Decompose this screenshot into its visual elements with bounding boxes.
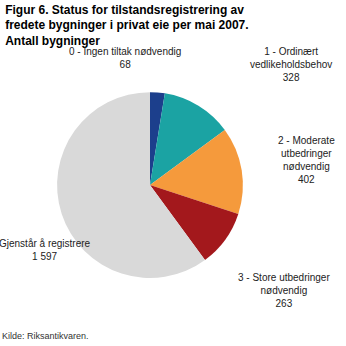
svg-text:Figur 6. Status for tilstandsr: Figur 6. Status for tilstandsregistrerin… bbox=[5, 3, 248, 48]
svg-text:2 - Moderateutbedringernødvend: 2 - Moderateutbedringernødvendig402 bbox=[278, 135, 335, 185]
svg-text:Kilde: Riksantikvaren.: Kilde: Riksantikvaren. bbox=[2, 331, 89, 341]
svg-text:1 - Ordinærtvedlikeholdsbehov3: 1 - Ordinærtvedlikeholdsbehov328 bbox=[250, 46, 332, 83]
svg-text:0 - Ingen tiltak nødvendig68: 0 - Ingen tiltak nødvendig68 bbox=[69, 46, 181, 70]
svg-text:3 - Store utbedringernødvendig: 3 - Store utbedringernødvendig263 bbox=[238, 272, 330, 309]
svg-text:Gjenstår å registrere1 597: Gjenstår å registrere1 597 bbox=[0, 238, 91, 262]
